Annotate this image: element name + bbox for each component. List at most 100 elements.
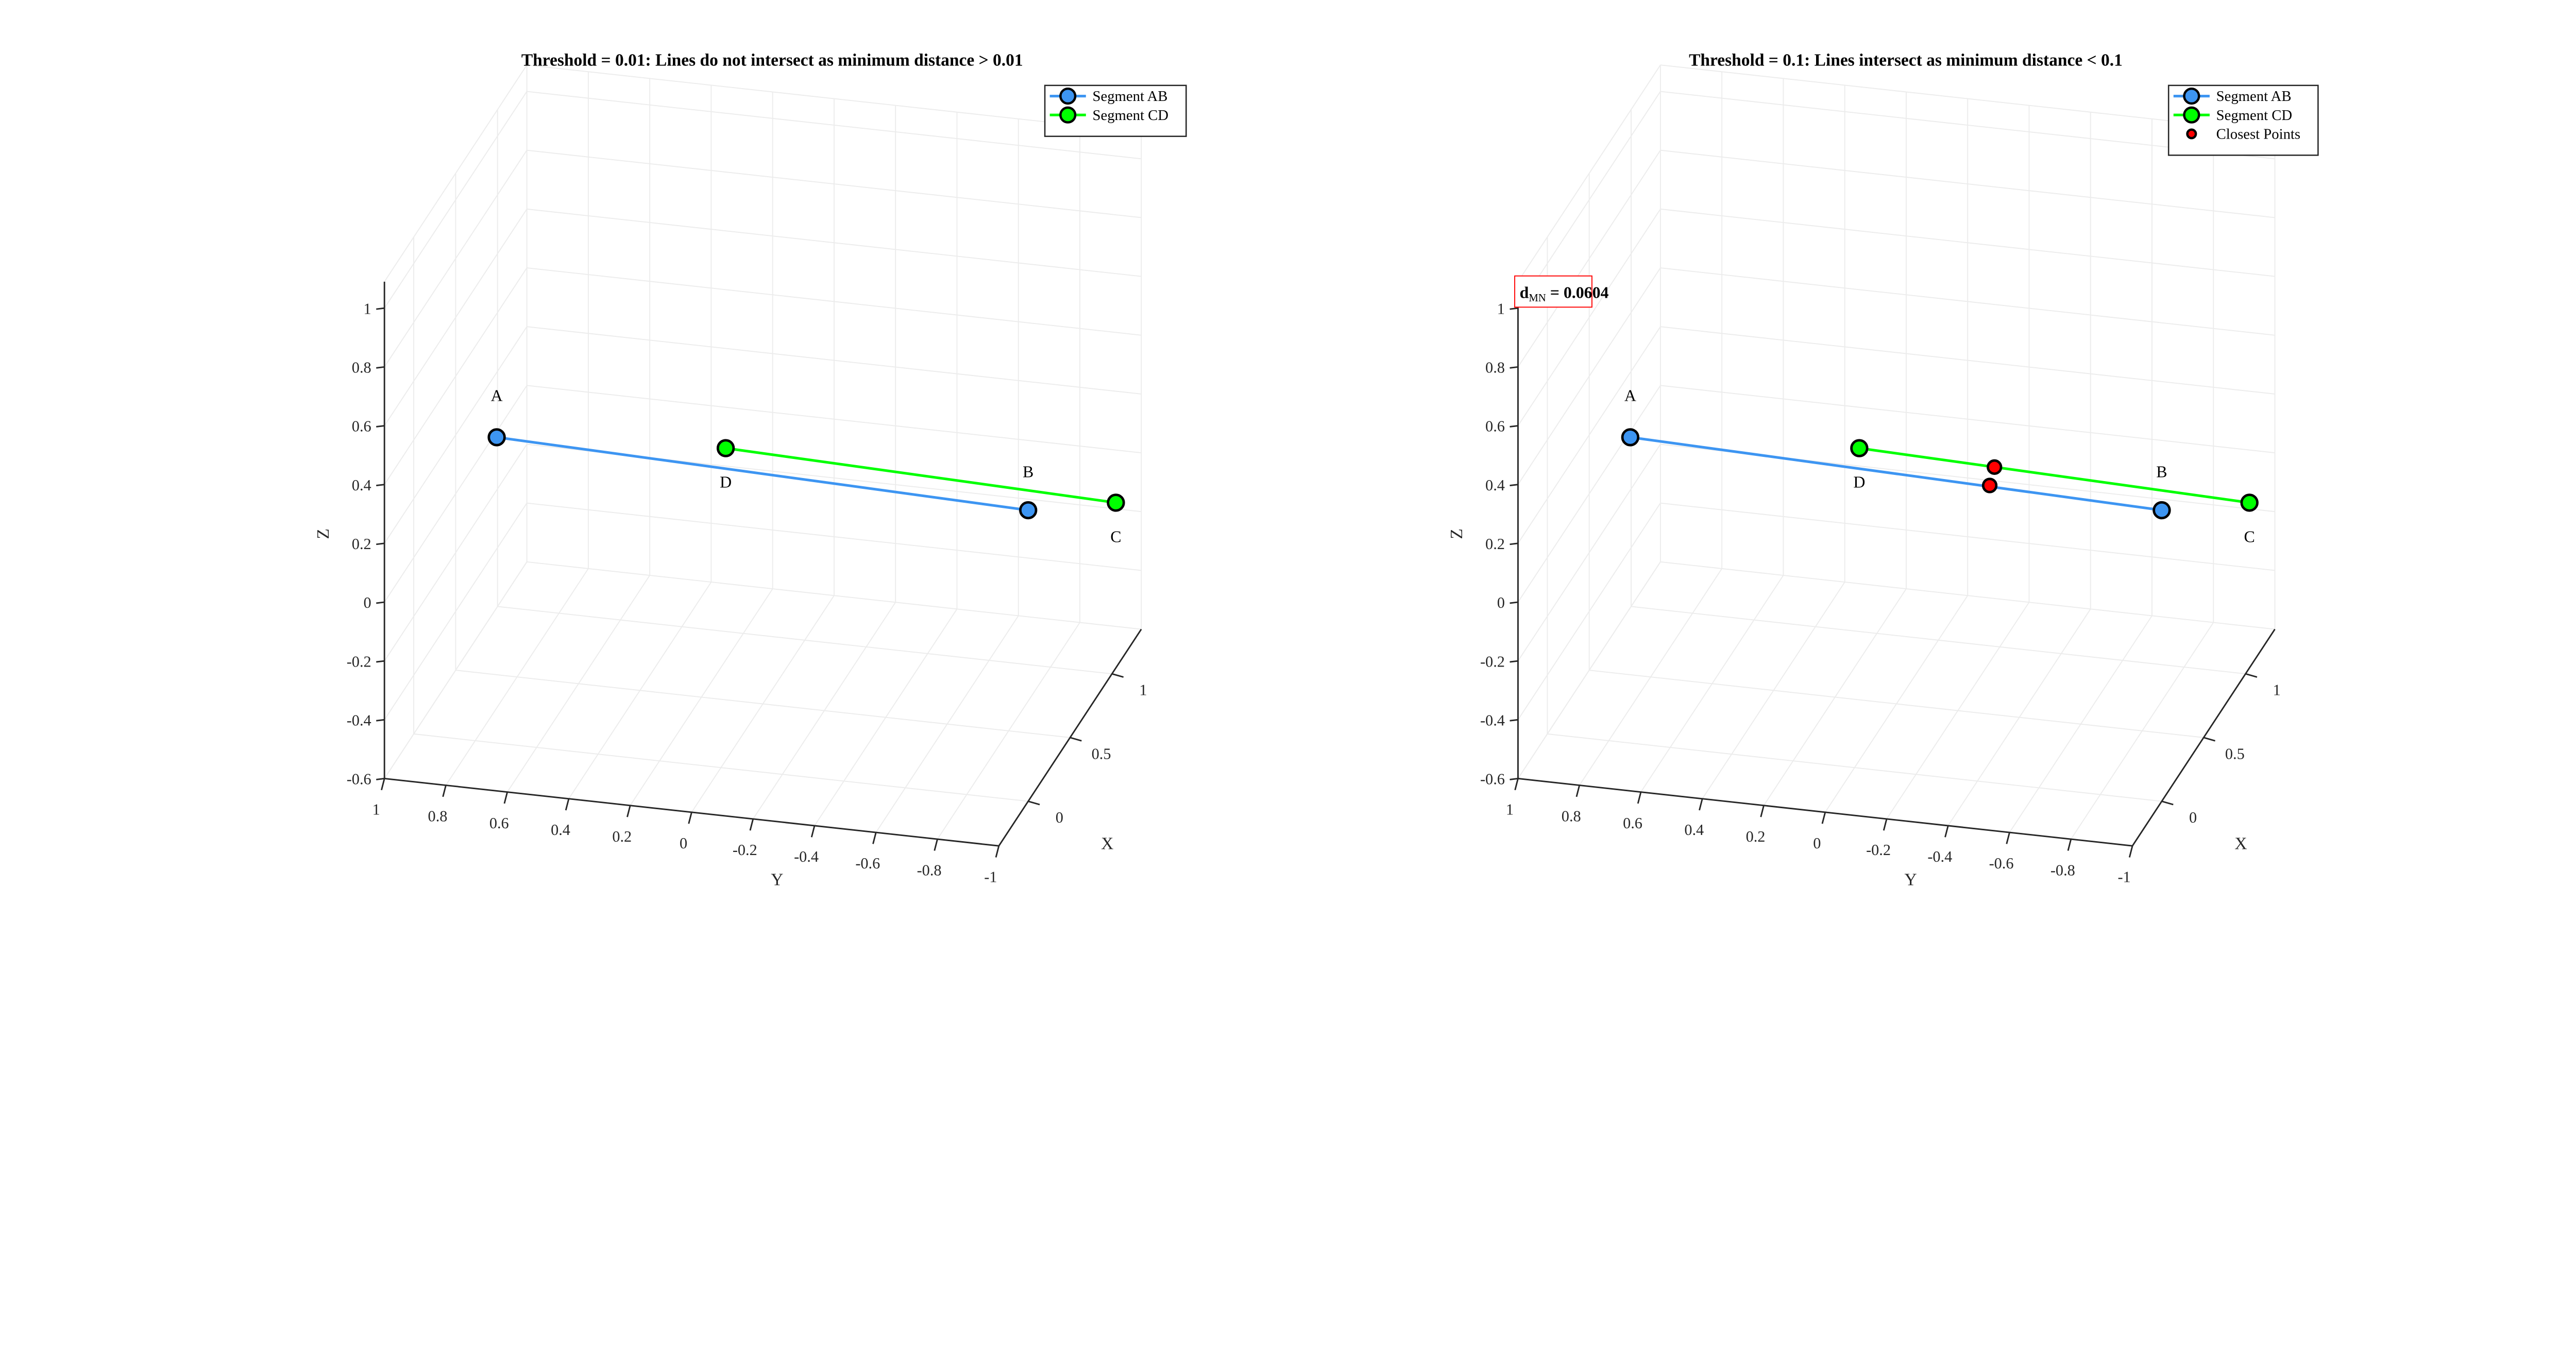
z-tick <box>1510 484 1518 487</box>
figure: -0.6 -0.4 -0.2 0 0.2 0.4 0.6 0.8 1 1 0.8 0.6 0.4 0.2 0… <box>314 51 2319 890</box>
endpoint-marker <box>1621 428 1640 447</box>
endpoint-marker <box>716 439 735 457</box>
point-label-c: C <box>1110 527 1121 545</box>
z-tick <box>1510 542 1518 545</box>
legend-entry-label: Segment CD <box>2216 107 2292 124</box>
z-tick-label: 0.4 <box>352 476 371 494</box>
z-tick <box>1510 307 1518 310</box>
y-tick-label: 1 <box>372 801 380 818</box>
y-tick-label: -0.2 <box>733 841 757 859</box>
x-axis <box>998 628 1142 847</box>
y-tick <box>565 798 570 811</box>
y-tick <box>2006 832 2010 844</box>
point-label-d: D <box>720 473 732 491</box>
y-tick <box>1575 785 1581 797</box>
distance-annotation-box <box>1514 275 1592 308</box>
y-tick-label: -0.4 <box>794 848 819 865</box>
x-tick-label: 1 <box>1139 681 1147 699</box>
z-tick <box>376 601 385 604</box>
z-tick-label: 0.8 <box>1485 359 1505 377</box>
y-tick-label: 0.8 <box>1562 808 1581 825</box>
y-tick-label: 0 <box>1813 834 1821 852</box>
y-tick-label: 1 <box>1506 801 1514 818</box>
z-tick-label: 0.8 <box>352 359 371 377</box>
y-tick-label: 0.4 <box>1684 821 1704 839</box>
gridline-x <box>455 670 1071 738</box>
x-axis <box>2131 628 2276 847</box>
distance-annotation-text: dMN = 0.0604 <box>1520 284 1609 304</box>
left-3d-axes: -0.6 -0.4 -0.2 0 0.2 0.4 0.6 0.8 1 1 0.8 0.6 0.4 0.2 0… <box>314 51 1187 890</box>
y-tick <box>1944 825 1949 838</box>
closest-point-marker <box>1981 477 1998 493</box>
z-tick <box>376 484 385 487</box>
z-tick <box>376 366 385 369</box>
endpoint-marker <box>1850 439 1869 457</box>
point-label-d: D <box>1853 473 1865 491</box>
legend-marker <box>1059 87 1077 105</box>
point-label-c: C <box>2244 527 2255 545</box>
y-tick-label: -1 <box>984 868 997 885</box>
x-tick <box>2161 800 2174 806</box>
segment-line-segment-cd <box>1859 447 2250 504</box>
x-tick <box>2245 673 2258 678</box>
z-tick <box>1510 366 1518 369</box>
legend-entry-label: Segment AB <box>1093 88 1168 105</box>
right-3d-axes: -0.6 -0.4 -0.2 0 0.2 0.4 0.6 0.8 1 1 0.8 0.6 0.4 0.2 0… <box>1447 51 2319 890</box>
z-tick-label: 0.6 <box>1485 418 1505 435</box>
y-tick <box>934 839 938 851</box>
endpoint-marker <box>2153 501 2171 520</box>
z-tick <box>1510 719 1518 722</box>
y-tick <box>810 825 816 838</box>
z-tick <box>1510 425 1518 428</box>
point-label-b: B <box>2156 463 2167 481</box>
z-tick <box>376 660 385 663</box>
z-tick-label: -0.4 <box>1480 711 1505 729</box>
x-tick-label: 0 <box>1056 809 1063 826</box>
x-tick-label: 0 <box>2189 809 2197 826</box>
y-tick <box>2128 845 2133 858</box>
z-tick <box>376 307 385 310</box>
z-tick <box>1510 601 1518 604</box>
gridline-x <box>1589 670 2204 738</box>
box-edge <box>1517 64 1661 282</box>
y-tick-label: 0 <box>680 834 687 852</box>
gridline-y <box>384 561 528 779</box>
segment-line-segment-ab <box>496 436 1029 512</box>
y-tick-label: -0.2 <box>1866 841 1891 859</box>
segment-line-segment-cd <box>725 447 1116 504</box>
y-tick-label: -0.4 <box>1927 848 1952 865</box>
legend-marker <box>1059 106 1077 124</box>
y-tick <box>1514 778 1519 791</box>
point-label-b: B <box>1023 463 1033 481</box>
legend-entry-label: Closest Points <box>2216 126 2300 142</box>
z-tick-label: 0.6 <box>352 418 371 435</box>
x-tick-label: 0.5 <box>2225 745 2245 762</box>
y-tick-label: -0.8 <box>917 861 942 879</box>
z-tick-label: -0.2 <box>1480 653 1505 670</box>
z-tick-label: -0.6 <box>1480 771 1505 788</box>
plot-title: Threshold = 0.1: Lines intersect as mini… <box>1689 51 2123 70</box>
x-tick <box>1070 737 1082 742</box>
gridline-x <box>413 733 1028 802</box>
y-tick <box>2067 839 2072 851</box>
z-tick <box>1510 660 1518 663</box>
y-tick <box>1821 812 1826 824</box>
closest-point-marker <box>1987 459 2003 475</box>
y-tick-label: 0.2 <box>612 828 632 845</box>
box-edge <box>527 64 1142 133</box>
z-tick-label: 0 <box>364 594 371 611</box>
endpoint-marker <box>2240 493 2259 512</box>
y-tick <box>1637 792 1642 804</box>
y-tick-label: 0.2 <box>1746 828 1766 845</box>
z-tick-label: 0.2 <box>1485 535 1505 553</box>
legend-marker <box>2183 106 2200 124</box>
y-axis-label: Y <box>771 871 783 890</box>
y-tick <box>381 778 385 791</box>
y-tick <box>872 832 877 844</box>
point-label-a: A <box>1624 387 1636 405</box>
legend-marker <box>2186 128 2197 140</box>
y-tick <box>749 818 754 831</box>
y-tick <box>503 792 509 804</box>
y-tick <box>688 812 692 824</box>
x-axis-label: X <box>2234 834 2247 854</box>
